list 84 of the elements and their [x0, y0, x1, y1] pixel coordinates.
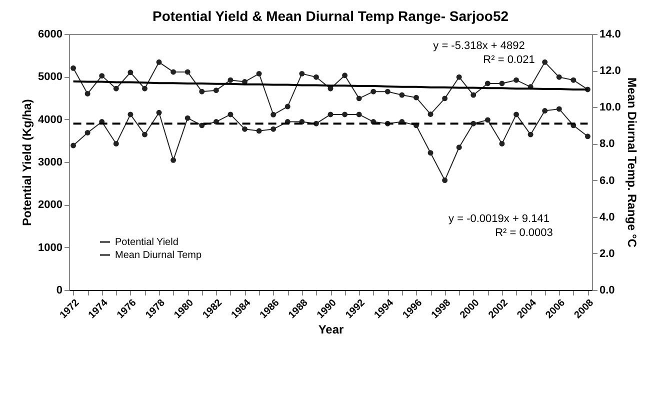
point — [128, 70, 134, 76]
point — [184, 69, 190, 75]
y2-tick-label: 2.0 — [600, 248, 615, 260]
y-tick-label: 5000 — [38, 71, 62, 84]
point — [556, 74, 562, 80]
point — [528, 132, 534, 138]
annotation: R² = 0.021 — [483, 54, 535, 66]
y2-tick-label: 10.0 — [600, 102, 621, 114]
point — [414, 94, 419, 100]
point — [270, 112, 276, 118]
point — [399, 92, 405, 98]
point — [113, 86, 119, 92]
point — [384, 88, 390, 94]
y-tick-label: 6000 — [38, 28, 62, 40]
point — [514, 77, 520, 83]
point — [370, 88, 376, 94]
point — [228, 112, 234, 118]
point — [156, 59, 162, 65]
point — [470, 92, 476, 98]
y-axis-title: Potential Yield (Kg/ha) — [20, 99, 34, 226]
point — [84, 130, 90, 136]
point — [356, 96, 362, 102]
annotation: R² = 0.0003 — [495, 227, 553, 239]
y-tick-label: 1000 — [38, 242, 62, 254]
y-tick-label: 3000 — [38, 156, 62, 168]
point — [484, 80, 490, 86]
point — [128, 112, 134, 118]
point — [84, 91, 90, 96]
point — [228, 77, 234, 83]
point — [456, 74, 462, 80]
y2-tick-label: 8.0 — [600, 138, 615, 150]
y2-axis-title: Mean Diurnal Temp. Range °C — [624, 78, 639, 248]
point — [184, 115, 190, 121]
point — [313, 74, 319, 80]
point — [342, 112, 348, 118]
chart-title: Potential Yield & Mean Diurnal Temp Range- Sarjoo52 — [152, 8, 509, 24]
point — [256, 70, 262, 76]
point — [256, 128, 262, 134]
point — [199, 122, 205, 128]
point — [328, 112, 334, 118]
y-tick-label: 2000 — [38, 199, 62, 212]
point — [570, 77, 576, 83]
point — [99, 73, 105, 79]
point — [442, 96, 448, 102]
point — [170, 157, 176, 163]
annotation: y = -5.318x + 4892 — [433, 40, 525, 52]
legend-label: Mean Diurnal Temp — [115, 250, 202, 261]
point — [542, 108, 548, 114]
point — [299, 70, 305, 76]
point — [170, 69, 176, 75]
point — [456, 144, 462, 150]
y-tick-label: 0 — [56, 284, 62, 296]
x-axis-title: Year — [318, 322, 344, 336]
point — [584, 134, 590, 140]
legend-label: Potential Yield — [115, 237, 178, 248]
point — [484, 117, 490, 123]
point — [428, 111, 434, 117]
point — [142, 86, 148, 92]
point — [242, 126, 248, 132]
y2-tick-label: 4.0 — [600, 211, 615, 224]
y2-tick-label: 0.0 — [600, 284, 615, 296]
y2-tick-label: 12.0 — [600, 65, 621, 78]
point — [428, 150, 434, 156]
point — [499, 80, 505, 86]
point — [356, 112, 362, 118]
point — [213, 88, 219, 94]
point — [542, 59, 548, 65]
point — [199, 88, 205, 94]
point — [499, 140, 505, 146]
y-tick-label: 4000 — [38, 114, 62, 126]
point — [342, 72, 348, 78]
point — [514, 112, 520, 118]
point — [556, 106, 562, 112]
point — [70, 65, 76, 71]
y2-tick-label: 14.0 — [600, 28, 621, 40]
point — [442, 178, 448, 184]
point — [156, 110, 162, 116]
annotation: y = -0.0019x + 9.141 — [448, 213, 550, 225]
point — [70, 142, 76, 148]
point — [113, 140, 119, 146]
point — [270, 126, 276, 132]
point — [284, 104, 290, 110]
y2-tick-label: 6.0 — [600, 174, 615, 187]
point — [142, 132, 148, 138]
